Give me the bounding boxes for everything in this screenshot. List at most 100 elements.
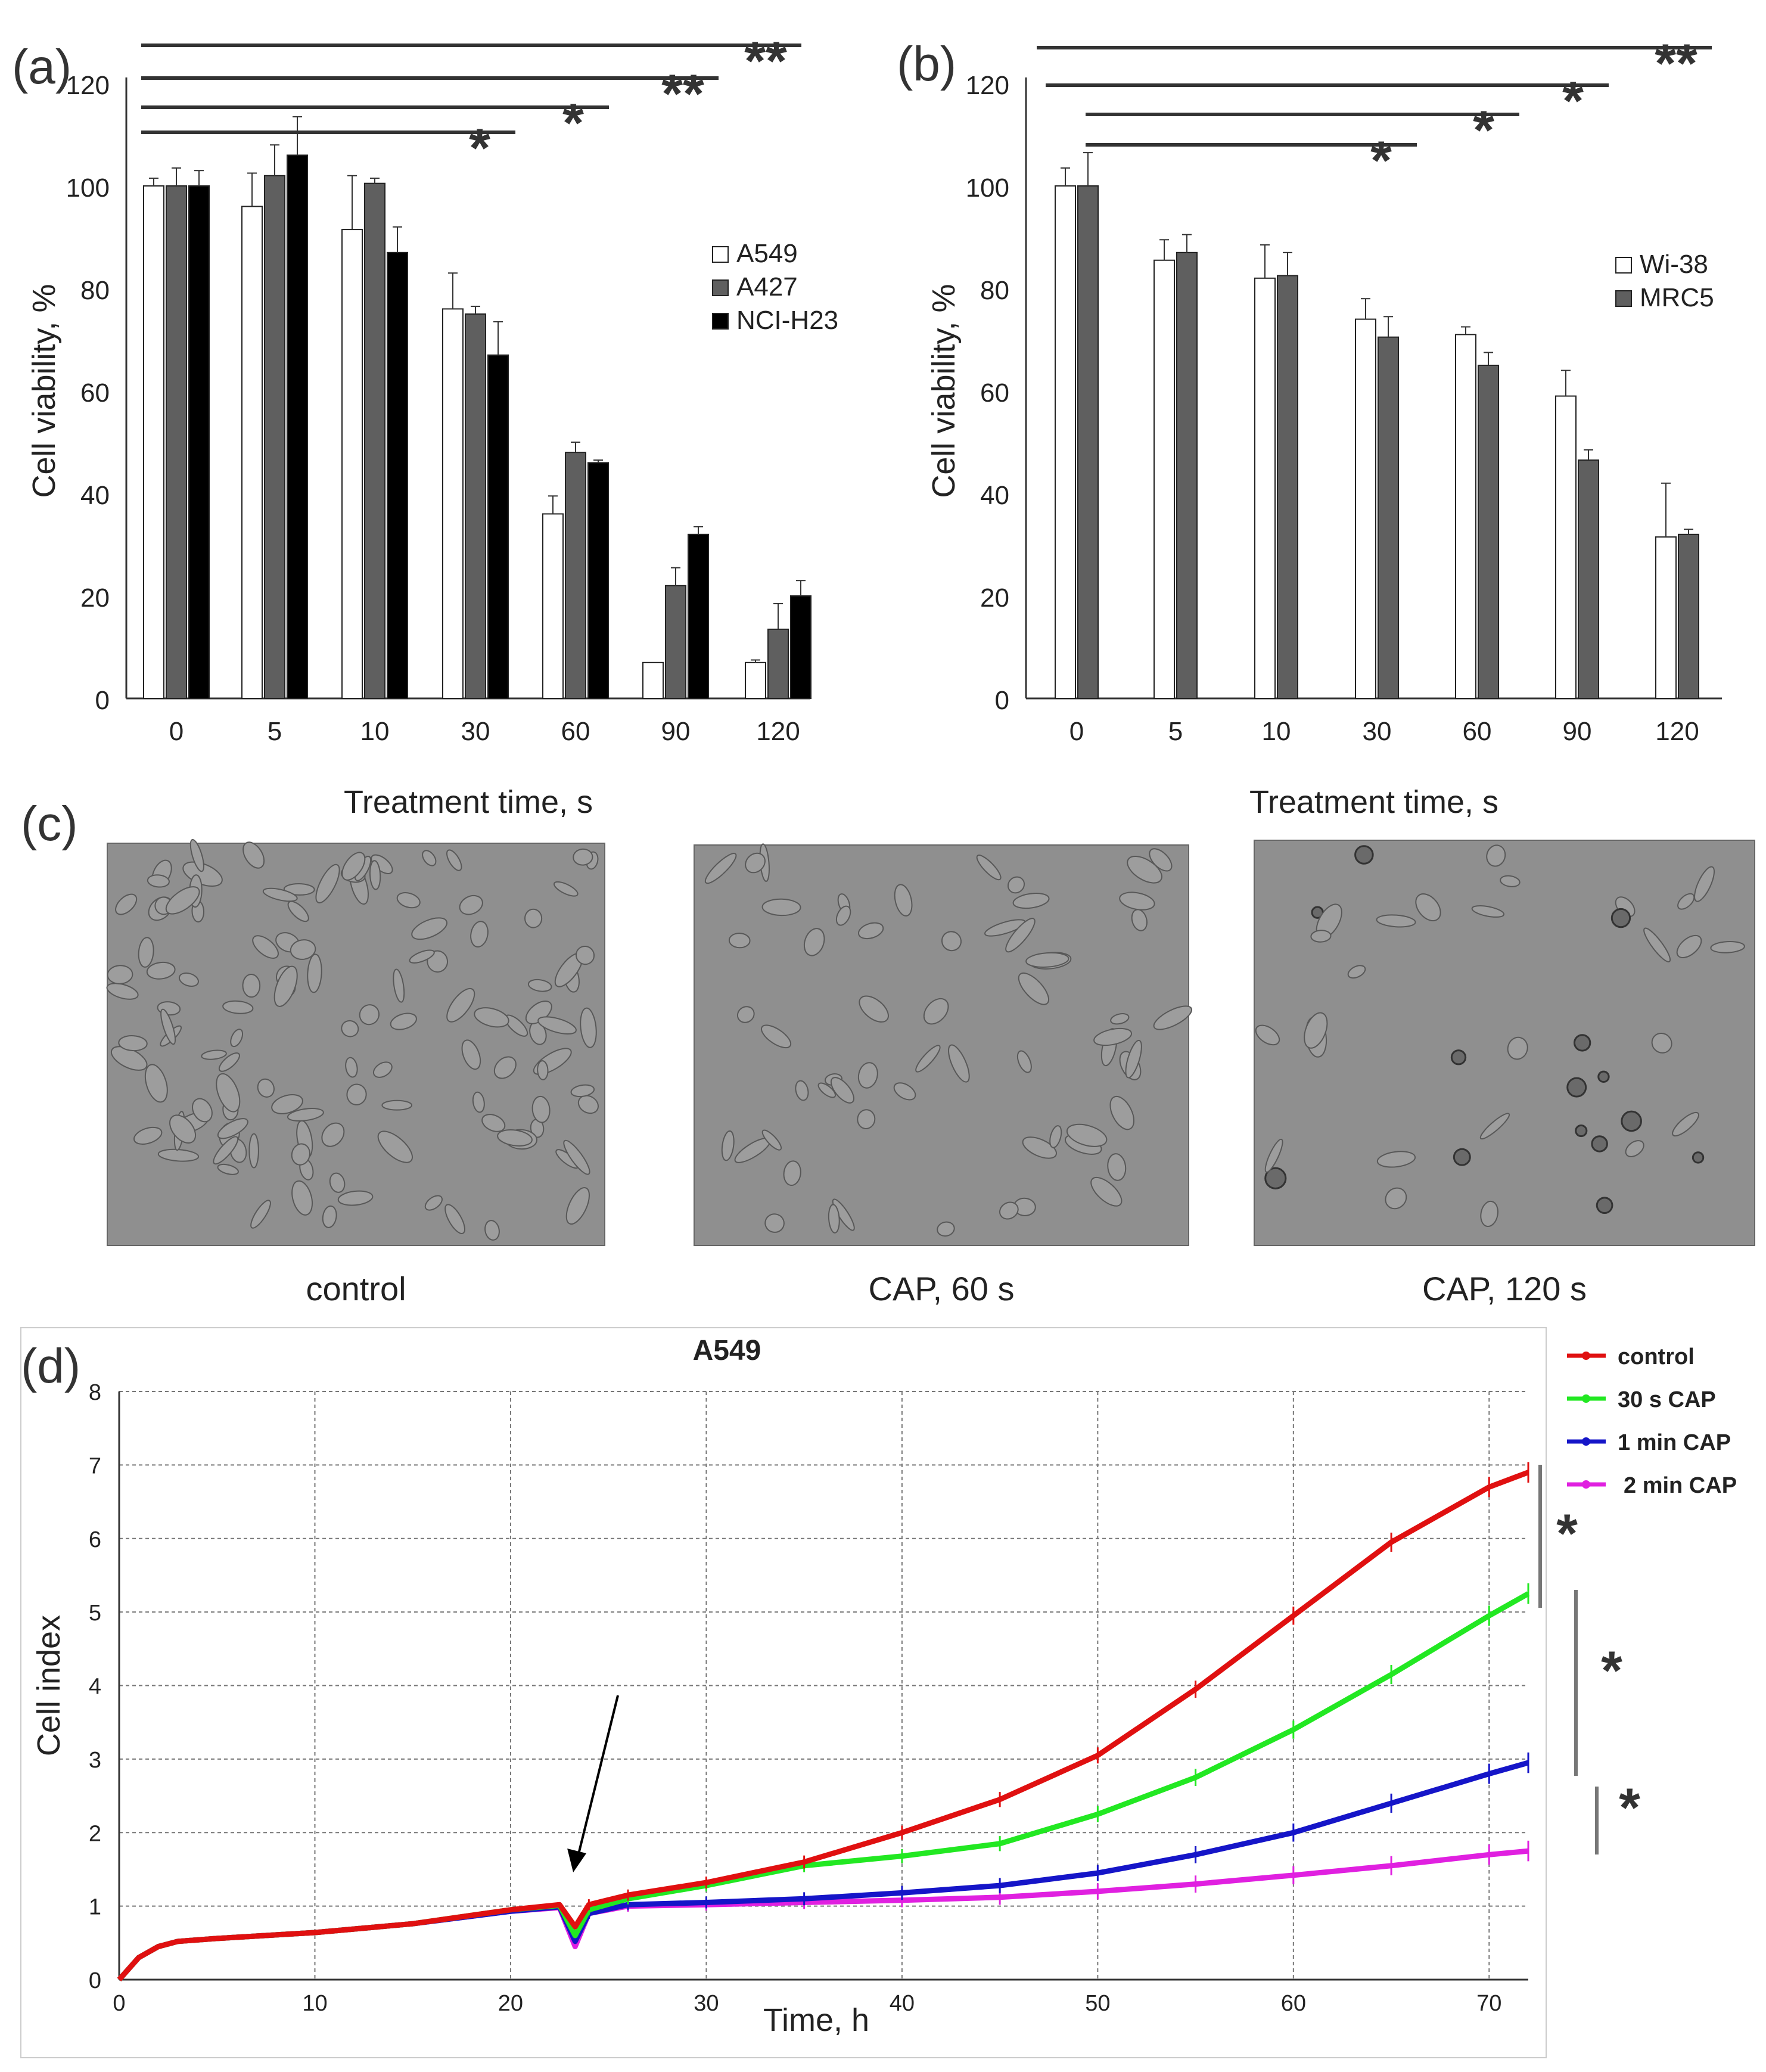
legend-label: 30 s CAP (1618, 1387, 1716, 1412)
legend-swatch (712, 313, 729, 330)
adherent-cell (147, 874, 170, 888)
adherent-cell (577, 1095, 599, 1114)
adherent-cell (322, 1205, 337, 1228)
adherent-cell (859, 995, 889, 1023)
legend-label: A427 (736, 272, 798, 302)
adherent-cell (1310, 930, 1332, 943)
adherent-cell (745, 852, 766, 874)
bar-mrc5-0 (1077, 185, 1099, 699)
adherent-cell (1500, 875, 1521, 887)
x-tick-label: 30 (461, 717, 490, 746)
bar-a427-30 (465, 313, 486, 699)
bar-a549-30 (442, 308, 464, 699)
x-tick-label: 50 (1085, 1991, 1110, 2016)
adherent-cell (1479, 1113, 1510, 1140)
adherent-cell (346, 1083, 367, 1105)
x-tick-label: 90 (1563, 717, 1592, 746)
rounded-cell (1264, 1167, 1287, 1189)
bar-a427-0 (166, 185, 187, 699)
adherent-cell (1093, 1027, 1133, 1046)
adherent-cell (1153, 1005, 1192, 1030)
y-tick-label: 20 (80, 583, 110, 613)
y-axis-label: Cell viability, % (926, 284, 962, 498)
adherent-cell (230, 1029, 244, 1048)
rounded-cell (1453, 1148, 1471, 1166)
bar-a549-120 (745, 661, 766, 700)
y-tick-label: 5 (89, 1601, 101, 1626)
panel-label-a: (a) (12, 40, 71, 94)
legend-marker (1582, 1394, 1590, 1403)
adherent-cell (527, 978, 552, 992)
x-tick-label: 60 (1281, 1991, 1306, 2016)
adherent-cell (893, 1082, 916, 1101)
adherent-cell (242, 841, 265, 869)
adherent-cell (575, 945, 595, 965)
adherent-cell (857, 922, 884, 940)
adherent-cell (107, 965, 133, 984)
adherent-cell (948, 1044, 970, 1083)
significance-star: * (1473, 100, 1494, 161)
adherent-cell (381, 1099, 413, 1111)
panel-label-d: (d) (21, 1339, 80, 1393)
adherent-cell (484, 1220, 500, 1241)
adherent-cell (1255, 1024, 1280, 1046)
adherent-cell (1090, 1176, 1123, 1207)
adherent-cell (563, 1139, 590, 1175)
adherent-cell (937, 1221, 955, 1237)
y-tick-label: 6 (89, 1527, 101, 1552)
significance-star: * (1556, 1503, 1578, 1564)
rounded-cell (1692, 1151, 1705, 1164)
x-tick-label: 120 (1655, 717, 1699, 746)
adherent-cell (1066, 1123, 1108, 1147)
significance-star: * (562, 93, 584, 154)
adherent-cell (1107, 1153, 1127, 1181)
adherent-cell (721, 1130, 735, 1161)
bar-mrc5-30 (1378, 336, 1399, 699)
legend-marker (1582, 1437, 1590, 1446)
legend-label: MRC5 (1640, 283, 1714, 312)
x-tick-label: 60 (1463, 717, 1492, 746)
bar-nci-h23-120 (790, 595, 812, 699)
significance-star: * (1619, 1778, 1640, 1838)
adherent-cell (369, 860, 381, 890)
y-tick-label: 8 (89, 1380, 101, 1405)
adherent-cell (1005, 918, 1036, 953)
adherent-cell (409, 949, 435, 964)
adherent-cell (1376, 1151, 1416, 1168)
adherent-cell (1507, 1036, 1528, 1060)
adherent-cell (201, 1049, 227, 1060)
bar-wi-38-90 (1555, 395, 1577, 699)
adherent-cell (461, 1039, 481, 1070)
adherent-cell (189, 838, 204, 872)
x-axis-label: Treatment time, s (1249, 784, 1498, 820)
x-axis-label: Time, h (763, 2002, 869, 2038)
adherent-cell (422, 850, 437, 866)
adherent-cell (315, 863, 340, 903)
y-axis-label: Cell viability, % (26, 284, 62, 498)
x-tick-label: 30 (694, 1991, 719, 2016)
bar-nci-h23-5 (287, 154, 308, 699)
y-tick-label: 60 (80, 378, 110, 408)
adherent-cell (1049, 1125, 1062, 1148)
adherent-cell (446, 849, 462, 871)
rounded-cell (1597, 1070, 1610, 1083)
adherent-cell (857, 1062, 878, 1089)
y-tick-label: 40 (980, 481, 1009, 510)
adherent-cell (345, 1057, 358, 1078)
y-tick-label: 2 (89, 1821, 101, 1846)
arrow-shaft (577, 1695, 619, 1857)
adherent-cell (803, 928, 825, 956)
bar-mrc5-60 (1478, 365, 1499, 699)
micrograph-1 (106, 838, 605, 1246)
rounded-cell (1610, 908, 1631, 928)
adherent-cell (262, 887, 298, 902)
adherent-cell (531, 1095, 551, 1123)
y-tick-label: 3 (89, 1748, 101, 1773)
chart-title: A549 (693, 1335, 761, 1366)
bar-wi-38-10 (1254, 277, 1276, 699)
adherent-cell (359, 1004, 380, 1026)
adherent-cell (144, 1064, 168, 1103)
x-tick-label: 70 (1476, 1991, 1501, 2016)
micrograph-caption: control (306, 1270, 406, 1307)
